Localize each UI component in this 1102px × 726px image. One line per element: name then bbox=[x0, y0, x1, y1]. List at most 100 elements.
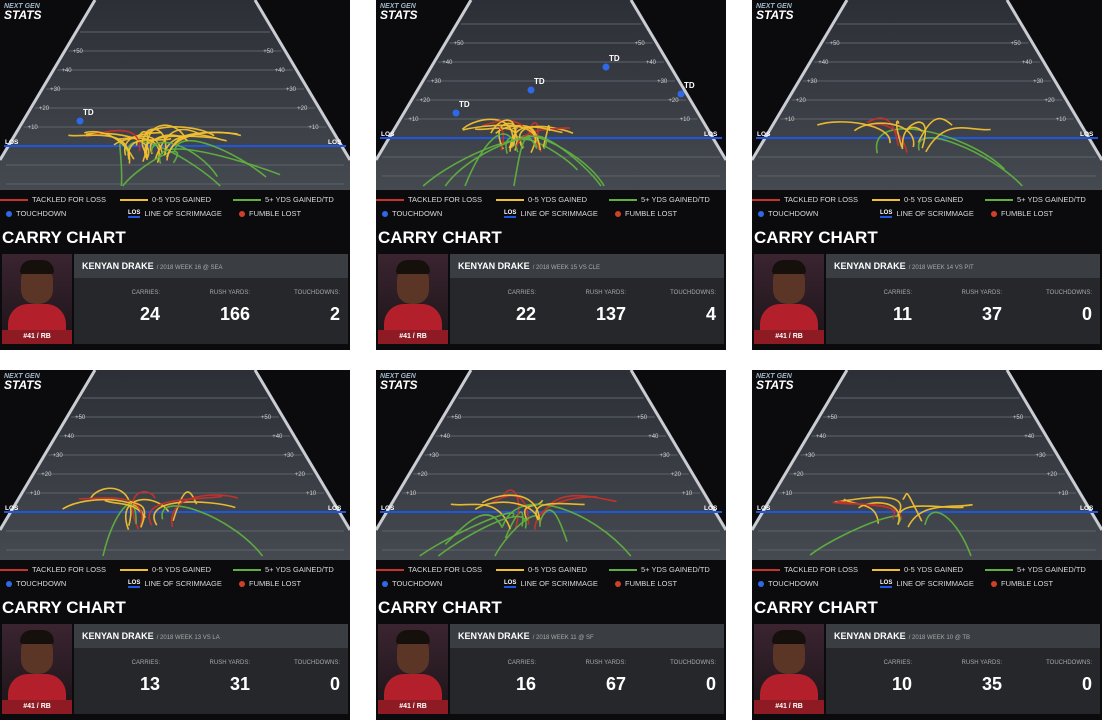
yard-marker-left: +10 bbox=[30, 491, 41, 497]
yard-marker-left: +10 bbox=[28, 125, 39, 131]
player-name-line: KENYAN DRAKE/ 2018 WEEK 11 @ SF bbox=[458, 631, 594, 641]
legend-item-touchdown: TOUCHDOWN bbox=[0, 579, 66, 588]
yard-marker-left: +40 bbox=[818, 60, 829, 66]
legend-item-touchdown: TOUCHDOWN bbox=[752, 209, 818, 218]
legend-label: LINE OF SCRIMMAGE bbox=[520, 579, 598, 588]
legend: TACKLED FOR LOSS 0-5 YDS GAINED 5+ YDS GAI… bbox=[0, 193, 350, 227]
yard-marker-left: +50 bbox=[451, 415, 462, 421]
legend-label: FUMBLE LOST bbox=[1001, 209, 1054, 218]
legend-item-loss: TACKLED FOR LOSS bbox=[752, 565, 858, 574]
yard-marker-right: +20 bbox=[1044, 98, 1055, 104]
yard-marker-left: +50 bbox=[829, 41, 840, 47]
legend-item-loss: TACKLED FOR LOSS bbox=[0, 565, 106, 574]
legend-item-long: 5+ YDS GAINED/TD bbox=[985, 565, 1086, 574]
legend-label: 5+ YDS GAINED/TD bbox=[265, 565, 334, 574]
legend-item-fumble: FUMBLE LOST bbox=[609, 579, 677, 588]
loss-swatch bbox=[376, 569, 404, 572]
yard-marker-right: +30 bbox=[286, 87, 297, 93]
carry-path bbox=[171, 494, 239, 528]
legend: TACKLED FOR LOSS 0-5 YDS GAINED 5+ YDS GAI… bbox=[376, 563, 726, 597]
legend-label: TOUCHDOWN bbox=[768, 209, 819, 218]
legend-label: 0-5 YDS GAINED bbox=[152, 565, 212, 574]
carry-path bbox=[117, 135, 163, 155]
carry-chart-panel: +10 +10 +20 +20 +30 +30 +40 +40 +50 +50 LOS LOS NEXT… bbox=[752, 370, 1102, 720]
los-label-left: LOS bbox=[381, 505, 395, 512]
yard-marker-right: +10 bbox=[1056, 117, 1067, 123]
legend-label: 0-5 YDS GAINED bbox=[904, 565, 964, 574]
player-name-line: KENYAN DRAKE/ 2018 WEEK 15 VS CLE bbox=[458, 261, 600, 271]
touchdown-icon bbox=[6, 211, 12, 218]
carry-path bbox=[875, 128, 1005, 170]
stat-label: CARRIES: bbox=[131, 660, 160, 666]
los-label-right: LOS bbox=[704, 505, 718, 512]
stat-value: 2 bbox=[329, 304, 340, 324]
field-surface bbox=[0, 0, 350, 190]
carry-path bbox=[905, 121, 927, 149]
legend-item-fumble: FUMBLE LOST bbox=[985, 209, 1053, 218]
stat-rush-yards: RUSH YARDS: 166 bbox=[164, 278, 254, 344]
legend-item-short: 0-5 YDS GAINED bbox=[120, 195, 211, 204]
stat-value: 10 bbox=[891, 674, 912, 694]
player-hair bbox=[772, 630, 806, 644]
stat-label: CARRIES: bbox=[883, 660, 912, 666]
legend: TACKLED FOR LOSS 0-5 YDS GAINED 5+ YDS GAI… bbox=[0, 563, 350, 597]
carry-path bbox=[536, 136, 602, 187]
carry-path bbox=[502, 489, 520, 530]
carry-path bbox=[897, 505, 964, 517]
carry-path bbox=[154, 128, 199, 160]
player-photo: #41 / RB bbox=[378, 624, 448, 714]
football-field: +10 +10 +20 +20 +30 +30 +40 +40 +50 +50 LOS LOS TD bbox=[0, 0, 350, 190]
legend-label: FUMBLE LOST bbox=[249, 579, 302, 588]
stats-bar: CARRIES: 11 RUSH YARDS: 37 TOUCHDOWNS: 0 bbox=[826, 278, 1100, 344]
los-icon: LOS bbox=[128, 580, 141, 589]
carry-path bbox=[866, 117, 899, 146]
yard-marker-left: +10 bbox=[408, 117, 419, 123]
carry-path bbox=[148, 495, 223, 526]
stat-value: 0 bbox=[329, 674, 340, 694]
stats-bar: CARRIES: 10 RUSH YARDS: 35 TOUCHDOWNS: 0 bbox=[826, 648, 1100, 714]
fumble-icon bbox=[239, 211, 245, 218]
fumble-icon bbox=[991, 581, 997, 588]
carry-path bbox=[127, 140, 221, 187]
los-label-right: LOS bbox=[704, 131, 718, 138]
carry-path bbox=[481, 494, 541, 520]
yard-marker-right: +30 bbox=[1033, 79, 1044, 85]
stat-value: 24 bbox=[139, 304, 160, 324]
touchdown-marker bbox=[452, 109, 460, 117]
yard-marker-right: +30 bbox=[657, 79, 668, 85]
loss-swatch bbox=[0, 569, 28, 572]
carry-path bbox=[917, 137, 1023, 187]
legend-label: TACKLED FOR LOSS bbox=[32, 565, 107, 574]
player-card: #41 / RB KENYAN DRAKE/ 2018 WEEK 16 @ SEA… bbox=[2, 254, 348, 344]
yard-marker-right: +50 bbox=[263, 49, 274, 55]
legend-label: FUMBLE LOST bbox=[249, 209, 302, 218]
legend-label: LINE OF SCRIMMAGE bbox=[896, 209, 974, 218]
legend-label: TOUCHDOWN bbox=[768, 579, 819, 588]
stat-label: RUSH YARDS: bbox=[585, 660, 626, 666]
stat-label: CARRIES: bbox=[883, 290, 912, 296]
game-info: / 2018 WEEK 16 @ SEA bbox=[156, 265, 223, 271]
stat-value: 22 bbox=[515, 304, 536, 324]
carry-path bbox=[144, 135, 217, 161]
yard-marker-right: +10 bbox=[1058, 491, 1069, 497]
carry-path bbox=[490, 119, 516, 147]
yard-marker-left: +20 bbox=[420, 98, 431, 104]
touchdown-marker bbox=[527, 86, 535, 94]
legend-label: 5+ YDS GAINED/TD bbox=[641, 195, 710, 204]
logo-line-1: NEXT GEN bbox=[756, 3, 792, 10]
game-info: / 2018 WEEK 15 VS CLE bbox=[532, 265, 601, 271]
yard-marker-right: +50 bbox=[1013, 415, 1024, 421]
field-surface bbox=[752, 0, 1102, 190]
carry-path bbox=[78, 497, 143, 527]
legend: TACKLED FOR LOSS 0-5 YDS GAINED 5+ YDS GAI… bbox=[376, 193, 726, 227]
legend-item-touchdown: TOUCHDOWN bbox=[752, 579, 818, 588]
carry-path bbox=[113, 137, 160, 163]
player-hair bbox=[20, 630, 54, 644]
touchdown-label: TD bbox=[684, 81, 695, 90]
yard-marker-left: +40 bbox=[64, 434, 75, 440]
yard-marker-right: +10 bbox=[680, 117, 691, 123]
stat-label: CARRIES: bbox=[131, 290, 160, 296]
los-icon: LOS bbox=[504, 210, 517, 219]
game-info: / 2018 WEEK 11 @ SF bbox=[532, 635, 594, 641]
stat-rush-yards: RUSH YARDS: 35 bbox=[916, 648, 1006, 714]
